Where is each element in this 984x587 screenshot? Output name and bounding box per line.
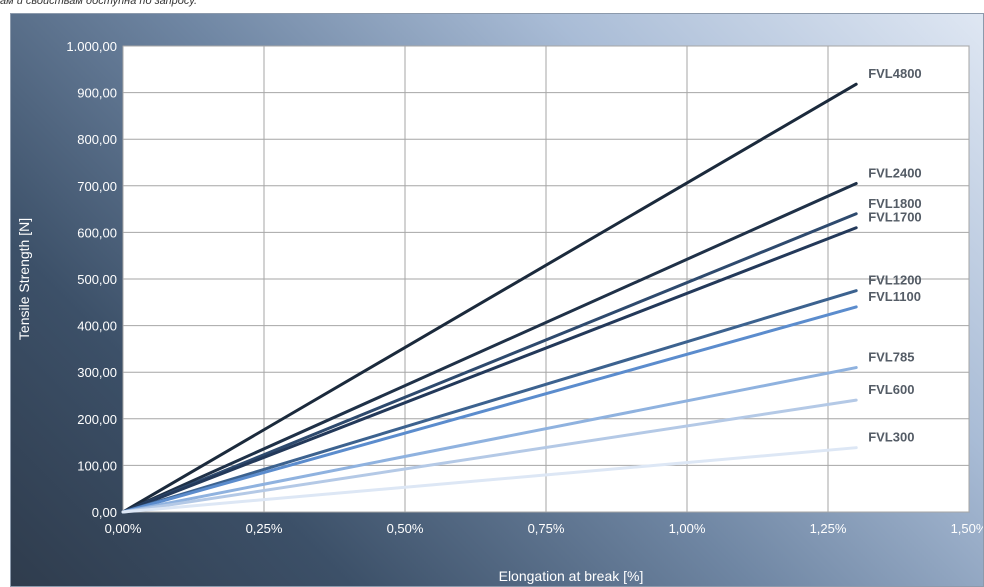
y-tick-label: 900,00: [77, 86, 117, 101]
series-label-fvl1700: FVL1700: [868, 210, 921, 225]
series-label-fvl4800: FVL4800: [868, 66, 921, 81]
series-line-fvl2400: [121, 181, 858, 514]
grid: [122, 45, 970, 513]
top-note: ам и свойствам доступна по запросу.: [0, 0, 198, 7]
x-tick-labels: 0,00% 0,25% 0,50% 0,75% 1,00% 1,25% 1,50%: [105, 521, 984, 536]
x-tick-label: 1,25%: [810, 521, 847, 536]
series-line-fvl600: [121, 398, 858, 514]
series-group: [121, 82, 858, 514]
x-tick-label: 1,00%: [669, 521, 706, 536]
series-line-fvl1100: [121, 305, 858, 514]
y-tick-label: 100,00: [77, 458, 117, 473]
series-line-fvl300: [121, 446, 858, 514]
series-line-fvl4800: [121, 82, 858, 514]
x-tick-label: 0,75%: [528, 521, 565, 536]
series-line-fvl1800: [121, 212, 858, 514]
series-label-fvl1100: FVL1100: [868, 289, 921, 304]
y-tick-label: 300,00: [77, 365, 117, 380]
series-label-fvl2400: FVL2400: [868, 165, 921, 180]
y-tick-label: 700,00: [77, 179, 117, 194]
y-tick-label: 600,00: [77, 225, 117, 240]
y-tick-label: 800,00: [77, 132, 117, 147]
y-axis-title: Tensile Strength [N]: [16, 218, 32, 340]
x-tick-label: 0,00%: [105, 521, 142, 536]
series-label-fvl1800: FVL1800: [868, 196, 921, 211]
series-line-fvl1700: [121, 226, 858, 514]
x-tick-label: 0,50%: [387, 521, 424, 536]
y-tick-label: 400,00: [77, 319, 117, 334]
y-tick-label: 500,00: [77, 272, 117, 287]
series-line-fvl1200: [121, 289, 858, 514]
chart-frame: FVL4800 FVL2400 FVL1800 FVL1700 FVL1200 FVL11…: [10, 13, 984, 587]
y-tick-label: 200,00: [77, 412, 117, 427]
series-label-fvl785: FVL785: [868, 350, 914, 365]
series-label-fvl1200: FVL1200: [868, 273, 921, 288]
x-axis-title: Elongation at break [%]: [499, 568, 644, 584]
y-tick-label: 0,00: [92, 505, 117, 520]
y-tick-label: 1.000,00: [66, 39, 117, 54]
series-label-fvl300: FVL300: [868, 430, 914, 445]
x-tick-label: 0,25%: [246, 521, 283, 536]
series-line-fvl785: [121, 366, 858, 514]
y-tick-labels: 0,00 100,00 200,00 300,00 400,00 500,00 600,00…: [66, 39, 117, 520]
series-label-fvl600: FVL600: [868, 382, 914, 397]
x-tick-label: 1,50%: [951, 521, 984, 536]
